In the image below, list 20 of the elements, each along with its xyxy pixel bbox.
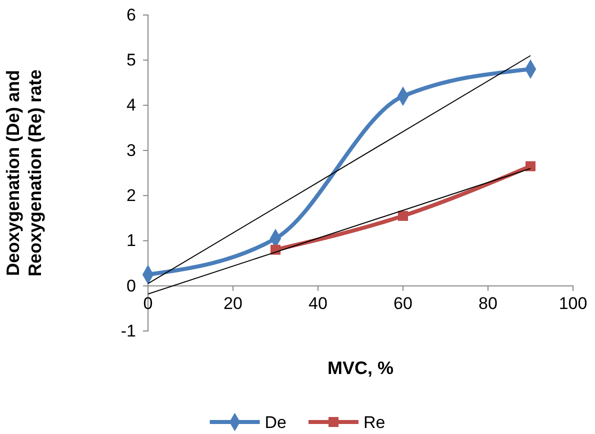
legend-label: Re [364,412,386,432]
point [398,210,408,221]
y-axis-title: Deoxygenation (De) and Reoxygenation (Re) rate [3,69,45,277]
y-tick-label: 2 [126,186,136,206]
y-tick-label: 5 [126,50,136,70]
x-tick-label: 60 [394,294,412,314]
y-tick-label: 3 [126,140,136,160]
x-tick-label: 80 [478,294,498,314]
point [526,161,536,172]
x-tick-label: 40 [308,294,328,314]
x-axis-title: MVC, % [327,358,394,378]
y-tick-label: 6 [126,5,136,24]
y-tick-label: 4 [126,96,136,115]
y-tick-label: 0 [126,276,136,296]
x-tick-label: 20 [224,294,242,314]
y-tick-label: -1 [120,321,136,340]
legend-label: De [264,412,286,432]
x-tick-label: 100 [558,294,588,314]
x-tick-label: 0 [143,294,153,314]
y-tick-label: 1 [126,231,136,250]
